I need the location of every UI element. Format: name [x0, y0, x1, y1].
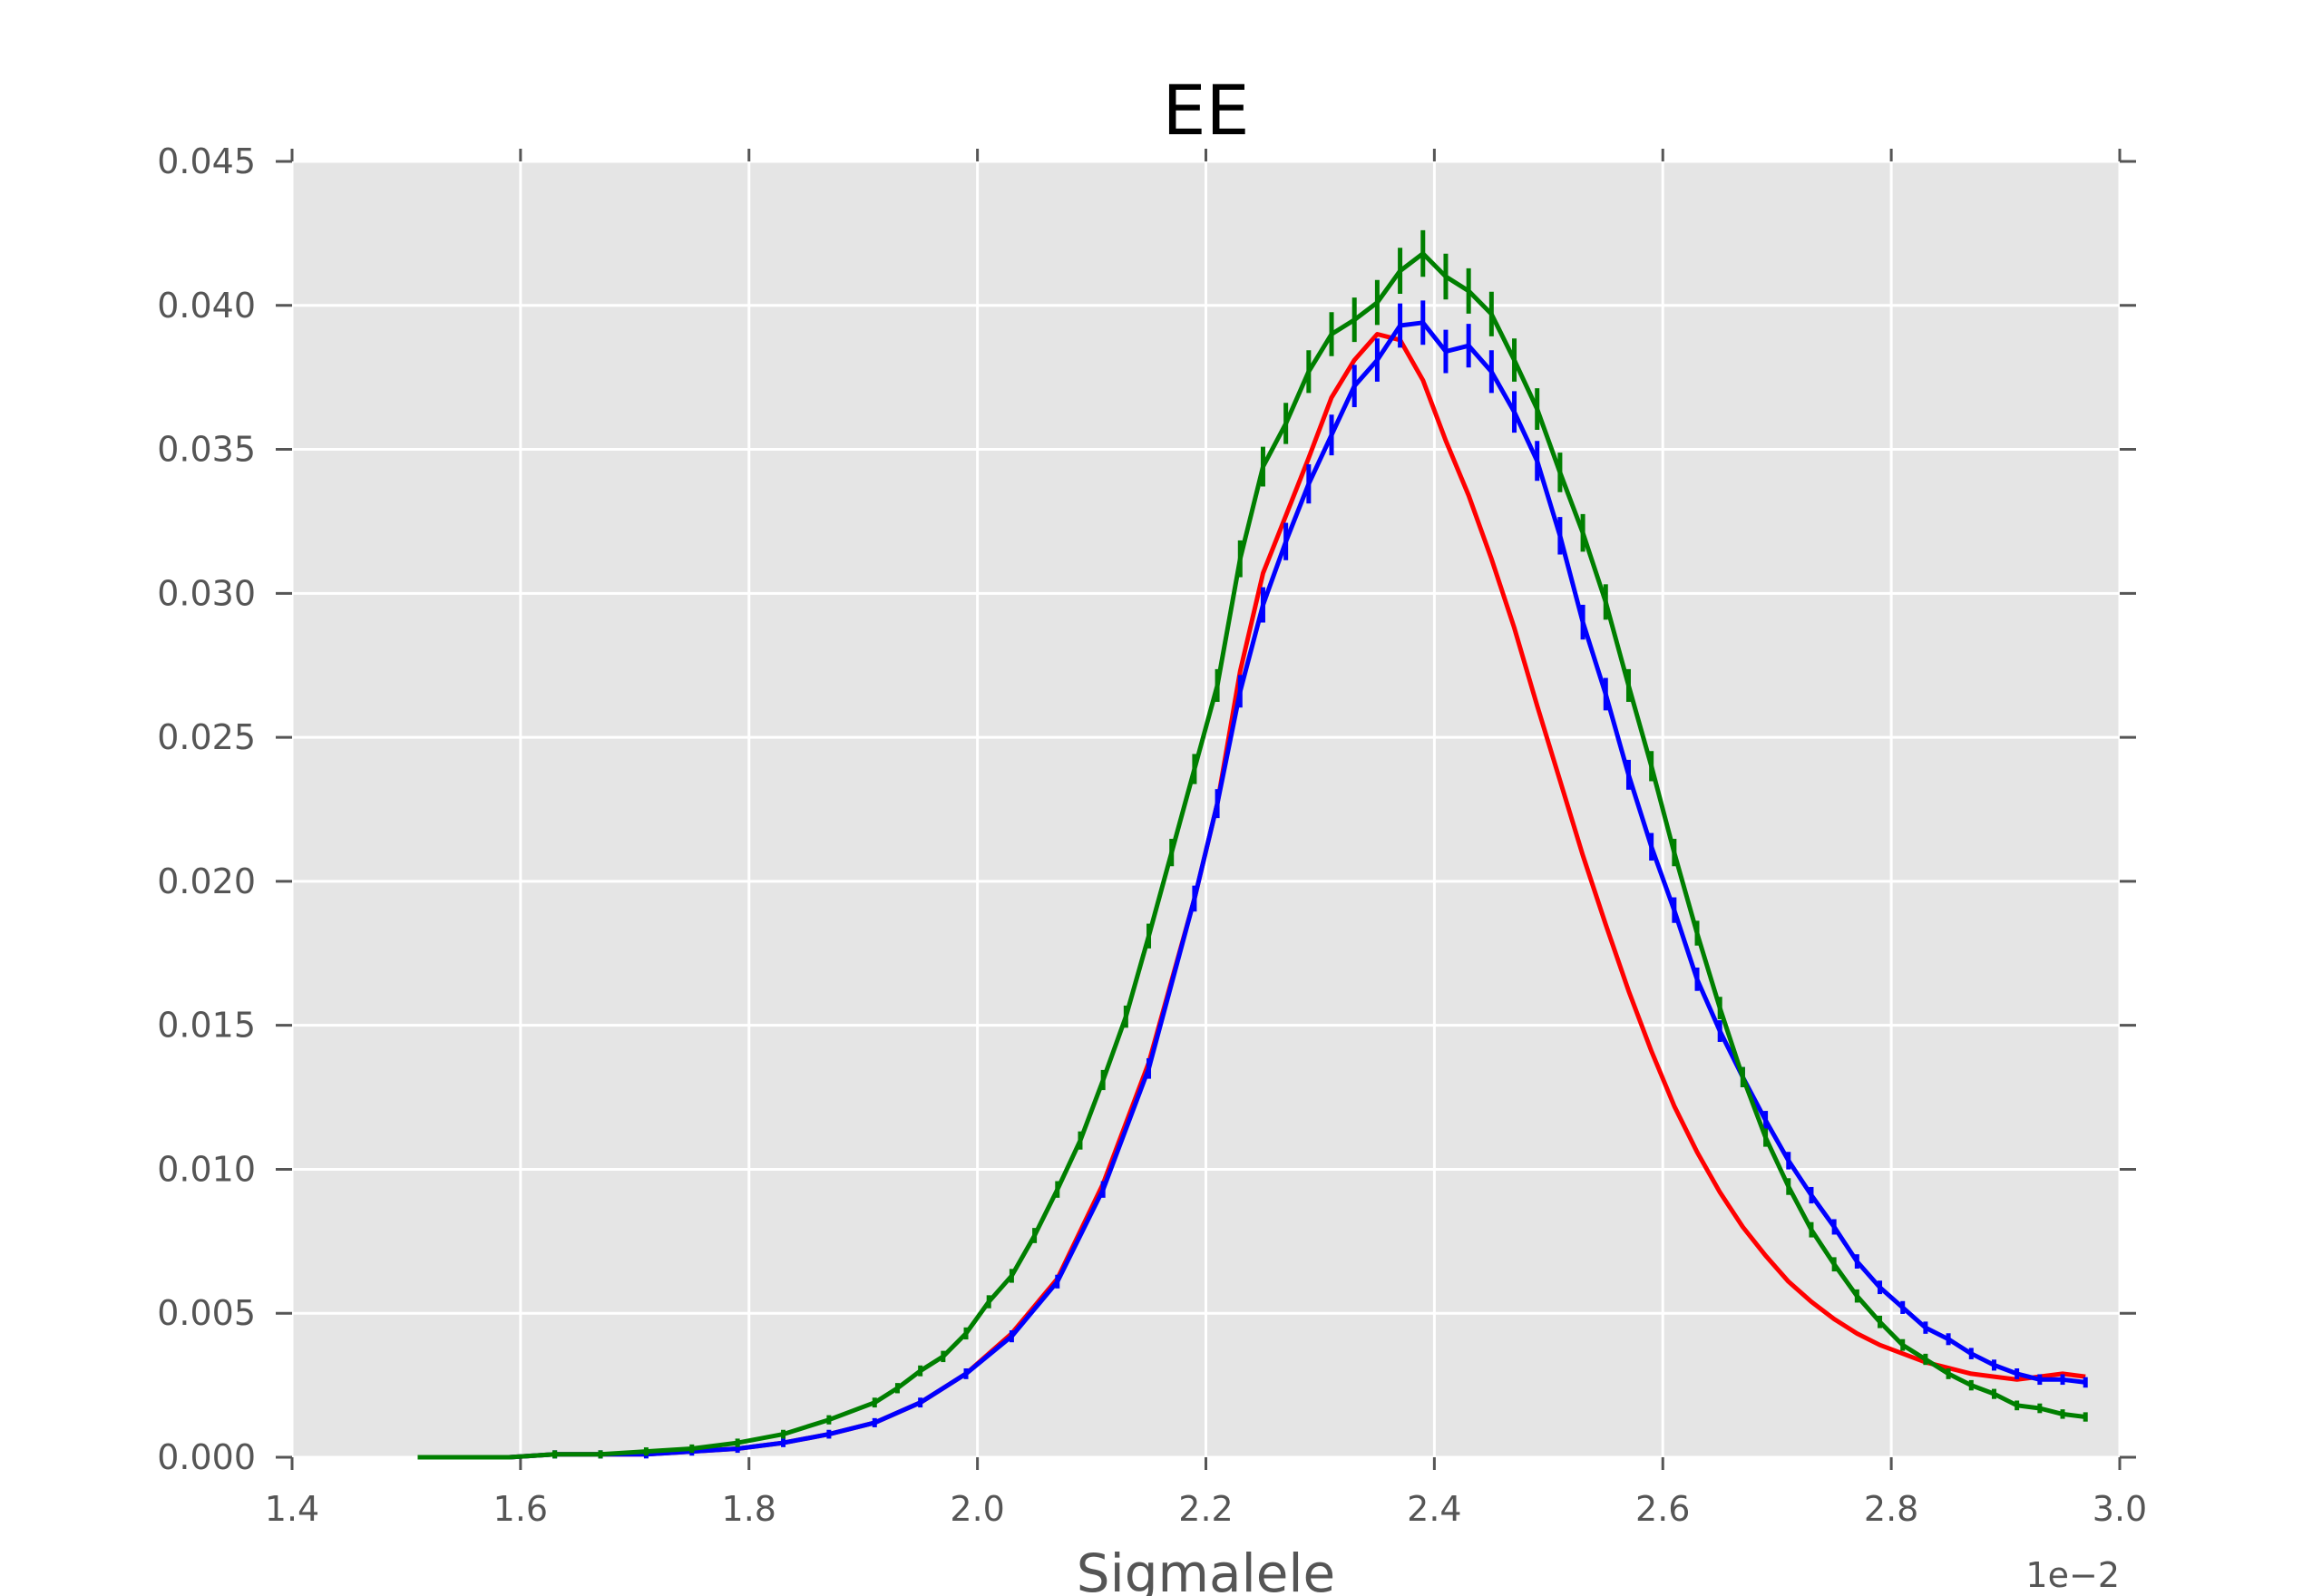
y-tick-label: 0.025 — [157, 717, 256, 757]
y-tick-label: 0.000 — [157, 1437, 256, 1477]
x-tick-label: 1.8 — [722, 1489, 776, 1529]
y-tick-label: 0.015 — [157, 1006, 256, 1046]
y-tick-label: 0.005 — [157, 1293, 256, 1333]
y-tick-label: 0.030 — [157, 573, 256, 613]
x-tick-label: 2.8 — [1864, 1489, 1918, 1529]
series-3 — [417, 229, 2088, 1460]
y-tick-label: 0.040 — [157, 286, 256, 326]
x-tick-label: 1.4 — [265, 1489, 319, 1529]
y-tick-label: 0.045 — [157, 141, 256, 181]
x-tick-label: 1.6 — [493, 1489, 548, 1529]
x-tick-label: 2.2 — [1178, 1489, 1233, 1529]
y-tick-label: 0.035 — [157, 430, 256, 470]
series-layer — [417, 229, 2088, 1460]
series-line — [417, 251, 2086, 1460]
y-tick-label: 0.020 — [157, 861, 256, 901]
axis-ticks: 1.4 1.6 1.8 2.0 2.2 2.4 2.6 2.8 3.0 0.000 0.005 0.0… — [157, 141, 2147, 1529]
x-tick-label: 2.6 — [1635, 1489, 1690, 1529]
x-tick-label: 2.4 — [1407, 1489, 1461, 1529]
y-tick-label: 0.010 — [157, 1149, 256, 1189]
x-axis-label: Sigmalele — [1077, 1542, 1335, 1596]
chart-title: EE — [1162, 70, 1249, 151]
x-tick-label: 3.0 — [2093, 1489, 2147, 1529]
x-axis-offset-label: 1e−2 — [2025, 1555, 2120, 1595]
x-tick-label: 2.0 — [950, 1489, 1004, 1529]
